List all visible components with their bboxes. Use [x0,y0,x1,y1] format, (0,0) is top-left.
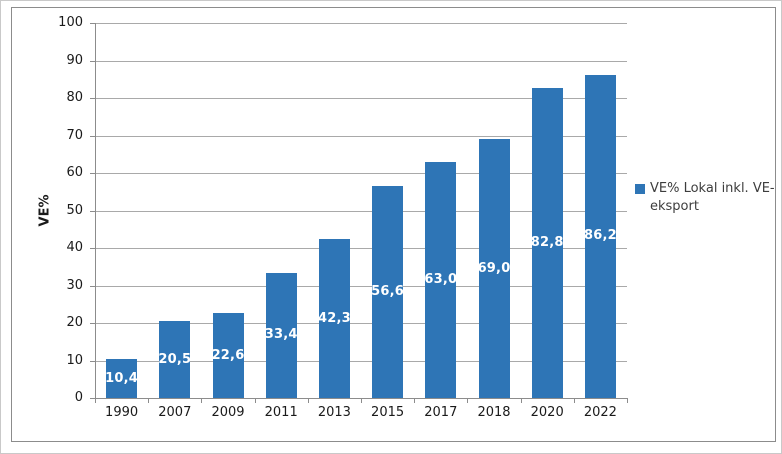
y-tick-label: 100 [58,15,83,30]
gridline [95,23,627,24]
gridline [95,98,627,99]
legend-label: VE% Lokal inkl. VE-eksport [650,181,775,214]
gridline [95,210,627,212]
y-axis-tick-mark [90,398,95,399]
y-tick-label: 50 [66,202,83,218]
x-tick-label: 2009 [211,405,245,420]
x-axis-tick-mark [148,398,150,403]
x-axis-tick-mark [627,398,628,403]
bar-data-label: 42,3 [317,310,351,326]
gridline [95,248,627,249]
gridline [95,360,627,362]
y-axis-tick-mark [90,323,95,324]
x-axis-tick-mark [361,398,362,403]
x-tick-label: 2018 [477,405,511,420]
x-axis-line [95,398,628,399]
bar-data-label: 86,2 [583,228,617,244]
y-tick-label: 30 [66,277,83,293]
y-tick-label: 10 [66,352,83,368]
bar [584,74,616,398]
bar [372,185,404,398]
y-axis-tick-mark [90,210,95,212]
bar [531,87,563,398]
y-axis-tick-mark [90,285,95,287]
gridline [95,173,627,174]
y-tick-label: 90 [66,52,83,68]
bar [265,272,297,398]
gridline [95,60,627,62]
y-axis-line [95,23,96,398]
x-tick-label: 2013 [317,405,351,420]
bar-data-label: 10,4 [105,370,139,386]
bar-data-label: 82,8 [530,234,564,250]
bar-data-label: 33,4 [264,327,298,343]
bar [318,239,350,398]
x-axis-tick-mark [254,398,256,403]
x-tick-label: 2007 [158,405,192,420]
bar [478,139,510,398]
bar-data-label: 69,0 [477,260,511,276]
legend-marker-icon [635,184,645,194]
y-tick-label: 60 [66,165,83,180]
x-tick-label: 2022 [583,405,617,420]
bar-data-label: 63,0 [424,271,458,287]
gridline [95,323,627,324]
x-tick-label: 2017 [424,405,458,420]
bar [106,359,138,398]
x-tick-label: 1990 [105,405,139,420]
x-axis-tick-mark [201,398,203,403]
x-axis-tick-mark [467,398,469,403]
y-tick-label: 80 [66,90,83,105]
bar [425,161,457,398]
bar-data-label: 22,6 [211,347,245,363]
y-axis-tick-mark [90,60,95,62]
y-tick-label: 70 [66,127,83,143]
y-tick-label: 20 [66,315,83,330]
x-tick-label: 2020 [530,405,564,420]
y-axis-tick-mark [90,23,95,24]
y-tick-label: 40 [66,240,83,255]
x-axis-tick-mark [520,398,522,403]
bar-data-label: 56,6 [371,283,405,299]
bar [159,321,191,398]
y-tick-label: 0 [74,390,83,405]
y-axis-tick-mark [90,173,95,174]
x-tick-label: 2011 [264,405,298,420]
legend: VE% Lokal inkl. VE-eksport [635,180,777,216]
gridline [95,285,627,287]
y-axis-tick-mark [90,248,95,249]
y-axis-tick-mark [90,135,95,137]
y-axis-tick-mark [90,98,95,99]
y-axis-tick-mark [90,360,95,362]
x-axis-tick-mark [307,398,309,403]
bar-data-label: 20,5 [158,351,192,367]
gridline [95,135,627,137]
x-axis-tick-mark [95,398,96,403]
x-tick-label: 2015 [371,405,405,420]
bar [212,313,244,398]
x-axis-tick-mark [573,398,575,403]
x-axis-tick-mark [414,398,416,403]
